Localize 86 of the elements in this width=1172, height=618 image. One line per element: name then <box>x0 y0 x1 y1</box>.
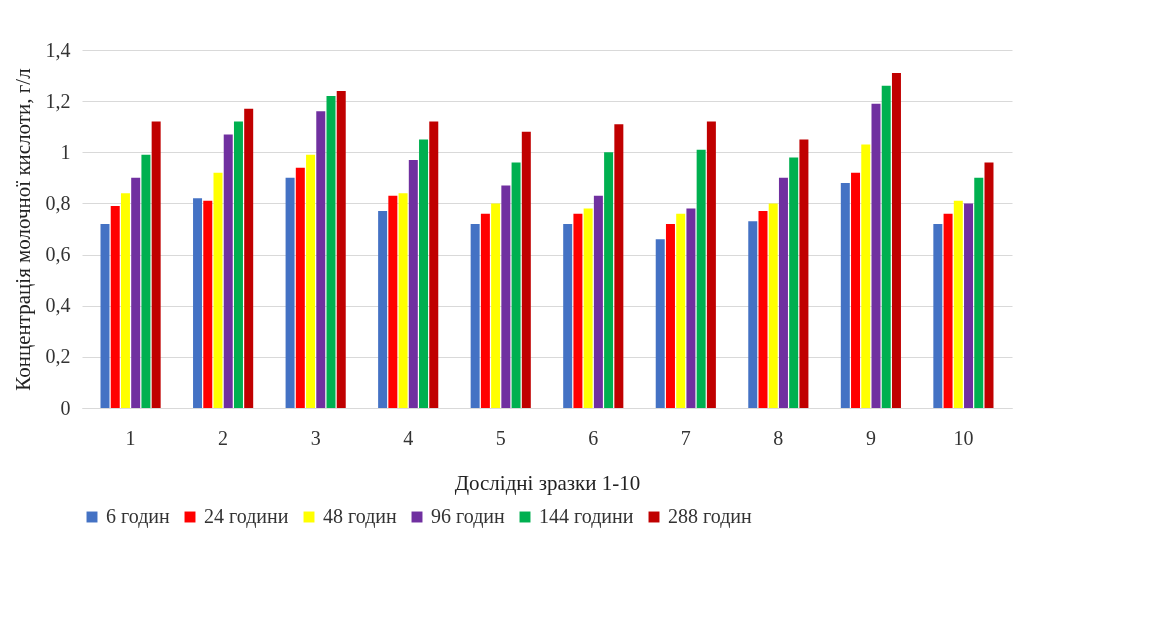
bar <box>686 208 696 408</box>
bar <box>141 154 151 408</box>
x-tick-label: 5 <box>495 426 506 449</box>
bar <box>203 200 213 408</box>
y-tick-label: 0,8 <box>45 191 71 214</box>
bar <box>984 162 994 408</box>
y-tick-label: 0,4 <box>45 294 71 317</box>
legend-label: 48 годин <box>323 505 398 528</box>
x-tick-label: 10 <box>953 426 974 449</box>
bar <box>799 139 809 408</box>
bar <box>306 154 316 408</box>
bar <box>316 111 326 408</box>
x-tick-label: 1 <box>125 426 136 449</box>
bar <box>336 90 346 408</box>
x-tick-label: 2 <box>218 426 229 449</box>
bar <box>614 124 624 408</box>
bar <box>964 203 974 408</box>
x-tick-label: 4 <box>403 426 414 449</box>
bar <box>696 149 706 408</box>
legend-label: 96 годин <box>431 505 506 528</box>
bar <box>193 198 203 408</box>
bar <box>295 167 305 408</box>
x-tick-label: 8 <box>773 426 784 449</box>
x-tick-label: 7 <box>680 426 691 449</box>
bar <box>378 211 388 408</box>
bar <box>491 203 501 408</box>
bar <box>676 213 686 408</box>
bar <box>851 172 861 408</box>
bar <box>748 221 758 408</box>
bar <box>871 103 881 408</box>
bar <box>233 121 243 408</box>
bar <box>100 223 110 408</box>
bar <box>285 177 295 408</box>
bar <box>943 213 953 408</box>
bar <box>151 121 161 408</box>
bar <box>120 193 130 408</box>
bar <box>604 152 614 408</box>
bar <box>891 73 901 408</box>
legend-label: 144 години <box>539 505 634 528</box>
bar <box>953 200 963 408</box>
bar <box>480 213 490 408</box>
bar <box>665 223 675 408</box>
bar <box>244 108 254 408</box>
legend-label: 288 годин <box>668 505 753 528</box>
y-tick-label: 0,2 <box>45 345 71 368</box>
y-tick-label: 0 <box>60 396 71 419</box>
bar <box>706 121 716 408</box>
bar <box>398 193 408 408</box>
y-axis-title: Концентрація молочної кислоти, г/л <box>10 68 35 391</box>
bar <box>388 195 398 408</box>
bar <box>223 134 233 408</box>
bar <box>593 195 603 408</box>
bar <box>573 213 583 408</box>
bar <box>861 144 871 408</box>
bar <box>881 85 891 408</box>
x-axis-title: Дослідні зразки 1-10 <box>454 470 641 495</box>
y-tick-label: 1 <box>60 140 71 163</box>
x-tick-label: 6 <box>588 426 599 449</box>
y-tick-label: 1,4 <box>45 38 71 61</box>
bar <box>326 96 336 408</box>
y-tick-label: 1,2 <box>45 89 71 112</box>
legend-label: 6 годин <box>106 505 171 528</box>
bar <box>789 157 799 408</box>
bar <box>933 223 943 408</box>
bar <box>429 121 439 408</box>
bar <box>974 177 984 408</box>
bar <box>563 223 573 408</box>
bar <box>768 203 778 408</box>
bar <box>511 162 521 408</box>
bar <box>501 185 511 408</box>
y-tick-label: 0,6 <box>45 243 71 266</box>
x-tick-label: 3 <box>310 426 321 449</box>
bar <box>521 131 531 408</box>
bar <box>840 182 850 408</box>
bar <box>110 205 120 408</box>
bar <box>213 172 223 408</box>
bar <box>408 159 418 408</box>
x-tick-label: 9 <box>865 426 876 449</box>
bar <box>131 177 141 408</box>
bar <box>778 177 788 408</box>
bar <box>419 139 429 408</box>
bar <box>758 211 768 408</box>
legend-label: 24 години <box>204 505 289 528</box>
bar <box>583 208 593 408</box>
bar <box>470 223 480 408</box>
bar <box>655 239 665 408</box>
